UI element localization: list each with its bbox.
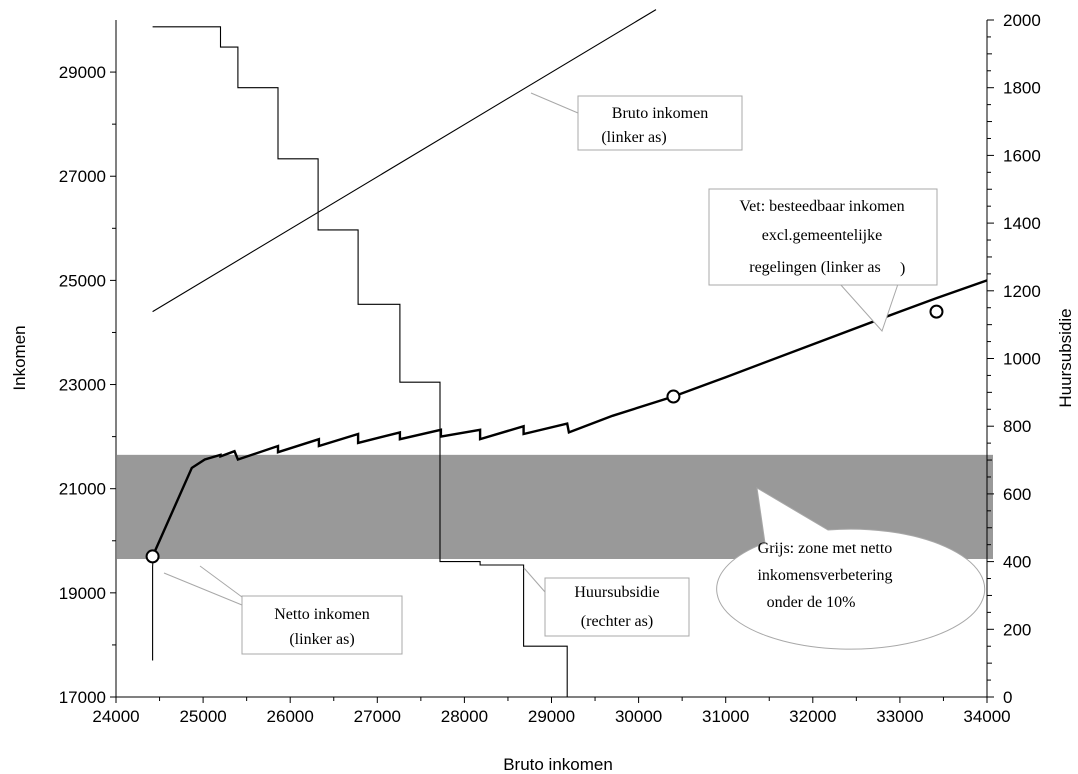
annotation-vet-line-2: excl.gemeentelijke: [762, 227, 882, 244]
x-tick-label: 34000: [963, 707, 1010, 726]
axes-layer: 24000 25000 26000 27000 28000 29000 30000 31000…: [59, 11, 1041, 726]
x-tick-label: 32000: [789, 707, 836, 726]
annotation-bruto-line-2: (linker as): [601, 129, 666, 146]
x-tick-label: 28000: [441, 707, 488, 726]
x-tick-label: 25000: [179, 707, 226, 726]
annotation-bruto-line-1: Bruto inkomen: [612, 105, 708, 122]
y-right-tick-label: 600: [1003, 485, 1031, 504]
y-left-tick-label: 21000: [59, 480, 106, 499]
x-tick-label: 26000: [267, 707, 314, 726]
y-right-tick-label: 400: [1003, 553, 1031, 572]
y-right-tick-label: 1200: [1003, 282, 1041, 301]
annotation-bruto: Bruto inkomen (linker as): [530, 92, 743, 151]
y-right-tick-label: 200: [1003, 620, 1031, 639]
annotation-bruto-box: [577, 95, 743, 151]
y-right-tick-label: 1400: [1003, 214, 1041, 233]
y-left-tick-label: 23000: [59, 376, 106, 395]
annotation-netto-pointer-1: [199, 565, 243, 598]
y-axis-right-title: Huursubsidie: [1056, 308, 1075, 407]
annotation-huur: Huursubsidie (rechter as): [523, 567, 690, 637]
annotation-vet-line-3: regelingen (linker as: [749, 259, 881, 276]
x-tick-label: 29000: [528, 707, 575, 726]
annotation-vet-pointer: [839, 283, 899, 332]
annotation-vet-box: [708, 188, 938, 286]
data-marker: [145, 549, 160, 564]
series-line-4: [151, 279, 988, 557]
annotation-bruto-pointer: [530, 92, 579, 114]
annotation-grijs-bubble: [716, 487, 986, 650]
annotation-netto-line-2: (linker as): [289, 631, 354, 648]
x-tick-label: 33000: [876, 707, 923, 726]
annotation-huur-line-1: Huursubsidie: [574, 584, 659, 601]
x-axis-title: Bruto inkomen: [503, 755, 613, 774]
annotation-huur-line-2: (rechter as): [581, 613, 653, 630]
y-right-tick-label: 1000: [1003, 350, 1041, 369]
x-tick-label: 31000: [702, 707, 749, 726]
annotation-vet: Vet: besteedbaar inkomen excl.gemeenteli…: [708, 188, 938, 332]
series-line-1: [152, 9, 657, 313]
series-layer: [151, 9, 988, 698]
annotation-netto: Netto inkomen (linker as): [163, 565, 403, 655]
annotation-grijs-line-3: onder de 10%: [767, 594, 856, 611]
annotation-huur-box: [544, 577, 690, 637]
y-right-tick-label: 1800: [1003, 79, 1041, 98]
x-tick-label: 24000: [92, 707, 139, 726]
annotation-grijs: Grijs: zone met netto inkomensverbeterin…: [716, 487, 986, 650]
annotation-grijs-line-2: inkomensverbetering: [757, 567, 892, 584]
y-left-tick-label: 19000: [59, 584, 106, 603]
y-left-tick-label: 25000: [59, 271, 106, 290]
x-tick-label: 30000: [615, 707, 662, 726]
x-tick-label: 27000: [354, 707, 401, 726]
y-right-tick-label: 1600: [1003, 146, 1041, 165]
y-left-tick-label: 17000: [59, 688, 106, 707]
data-marker: [666, 389, 681, 404]
annotation-netto-pointer-2: [163, 572, 243, 606]
y-left-tick-label: 27000: [59, 167, 106, 186]
annotation-netto-line-1: Netto inkomen: [274, 606, 370, 623]
series-line-2: [152, 26, 571, 698]
marker-layer: [145, 304, 944, 564]
y-right-tick-label: 2000: [1003, 11, 1041, 30]
annotation-vet-line-1: Vet: besteedbaar inkomen: [739, 198, 904, 215]
annotation-netto-box: [241, 595, 403, 655]
annotation-grijs-line-1: Grijs: zone met netto: [758, 540, 893, 557]
y-axis-left-title: Inkomen: [10, 325, 29, 390]
y-right-tick-label: 800: [1003, 417, 1031, 436]
annotation-vet-close-paren: ): [900, 260, 905, 277]
data-marker: [929, 304, 944, 319]
series-line-3: [152, 551, 155, 661]
y-left-tick-label: 29000: [59, 63, 106, 82]
y-right-tick-label: 0: [1003, 688, 1012, 707]
annotation-huur-pointer: [523, 567, 546, 593]
